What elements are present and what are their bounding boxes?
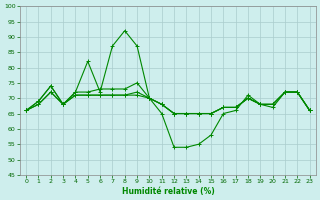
X-axis label: Humidité relative (%): Humidité relative (%) — [122, 187, 214, 196]
